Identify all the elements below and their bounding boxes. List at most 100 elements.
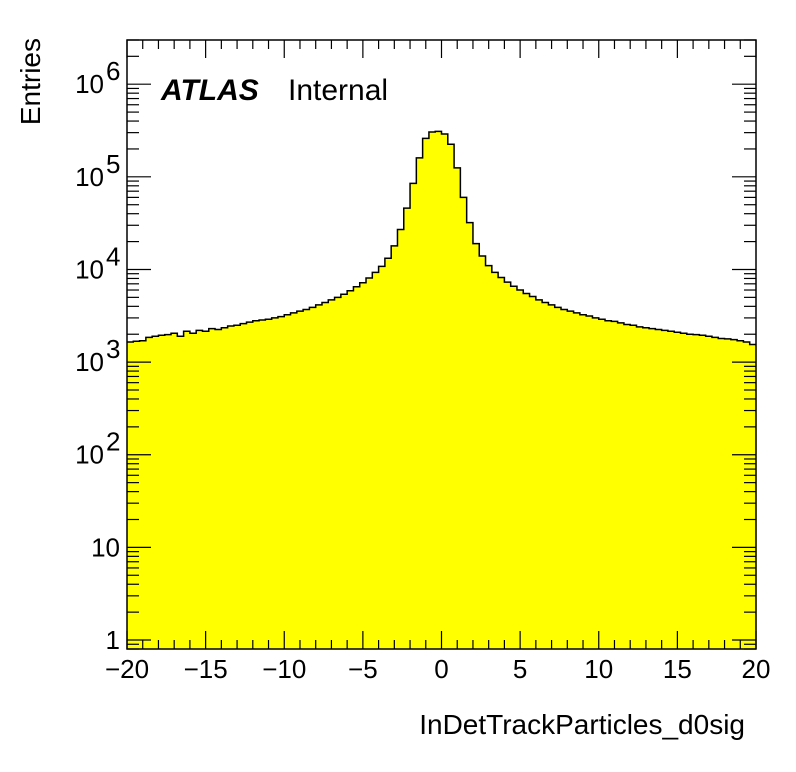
histogram-bin [410, 183, 417, 649]
histogram-bin [605, 320, 612, 649]
x-tick-label: 10 [584, 654, 613, 684]
x-tick-label: 20 [742, 654, 771, 684]
y-tick-label: 1 [106, 625, 120, 655]
x-tick-label: −15 [184, 654, 228, 684]
x-tick-label: −5 [348, 654, 378, 684]
histogram-bin [491, 272, 499, 649]
histogram-bin [303, 309, 311, 649]
y-tick-exponent: 6 [106, 56, 120, 86]
histogram-bin [145, 337, 153, 649]
histogram-bin [353, 286, 361, 649]
histogram-bin [743, 341, 751, 649]
y-tick-exponent: 5 [106, 149, 120, 179]
histogram-bin [460, 197, 468, 649]
histogram-bin [479, 255, 487, 649]
histogram-bin [510, 286, 518, 649]
y-tick-label: 10 [75, 440, 104, 470]
histogram-bin [611, 321, 619, 649]
histogram-bin [579, 314, 587, 649]
histogram-bin [334, 297, 342, 649]
histogram-bin [674, 332, 682, 649]
histogram-bin [265, 319, 273, 649]
histogram-bin [221, 327, 229, 649]
x-tick-label: 0 [434, 654, 448, 684]
histogram-bin [284, 314, 292, 649]
y-axis-ticks [127, 39, 756, 650]
histogram-bin [422, 138, 430, 649]
y-tick-label: 10 [91, 532, 120, 562]
histogram-bin [152, 336, 160, 649]
histogram-bin [359, 282, 367, 649]
histogram-bin [586, 315, 594, 649]
histogram-bin [699, 335, 707, 649]
histogram-bin [567, 311, 575, 649]
histogram-bin [259, 319, 266, 649]
y-tick-label: 10 [75, 254, 104, 284]
histogram-bin [158, 335, 166, 649]
histogram-bin [718, 338, 726, 649]
histogram-bin [516, 290, 524, 649]
histogram-bin [366, 277, 373, 649]
histogram-bin [649, 328, 656, 649]
histogram-bin [548, 304, 556, 649]
histogram-bin [215, 329, 222, 649]
x-axis-tick-labels: −20 −15 −10 −5 0 5 10 15 20 [105, 654, 771, 684]
histogram-bin [384, 258, 392, 649]
histogram-bin [403, 208, 411, 650]
histogram-outline [127, 130, 756, 346]
histogram-bin [391, 245, 399, 649]
histogram-bin [183, 331, 191, 649]
histogram-bin [636, 326, 644, 649]
y-tick-exponent: 3 [106, 334, 120, 364]
y-tick-label: 10 [75, 162, 104, 192]
histogram-bin [737, 340, 745, 649]
histogram-bin [642, 327, 650, 649]
histogram-bin [347, 290, 355, 649]
atlas-label: ATLAS [160, 74, 259, 107]
histogram-bin [164, 334, 172, 649]
histogram-bin [730, 339, 738, 649]
histogram-bin [372, 272, 380, 649]
y-axis-title: Entries [15, 38, 46, 125]
histogram-bin [246, 322, 254, 649]
y-tick-exponent: 4 [106, 241, 120, 271]
histogram-bin [315, 304, 323, 649]
histogram-bin [252, 320, 260, 649]
histogram-bin [561, 309, 568, 649]
histogram-bin [705, 336, 713, 649]
histogram-bin [202, 331, 210, 649]
histogram-bin [139, 340, 147, 649]
histogram-bin [680, 333, 688, 649]
histogram-bin [523, 293, 531, 649]
histogram-bin [309, 307, 317, 649]
x-axis-title: InDetTrackParticles_d0sig [419, 709, 745, 740]
histogram-bin [655, 329, 663, 649]
internal-label: Internal [288, 74, 388, 107]
histogram-bin [196, 330, 204, 649]
x-tick-label: −10 [262, 654, 306, 684]
histogram-bin [177, 336, 185, 649]
x-axis-ticks [126, 40, 757, 649]
histogram-bin [416, 157, 424, 649]
histogram-bin [573, 312, 581, 649]
histogram-bin [661, 330, 669, 649]
histogram-bin [428, 131, 436, 649]
histogram-bin [617, 322, 625, 649]
histogram-bin [592, 317, 600, 649]
x-tick-label: −20 [105, 654, 149, 684]
y-tick-label: 10 [75, 347, 104, 377]
histogram-bin [724, 338, 732, 649]
histogram-bin [240, 323, 248, 649]
histogram-bin [233, 325, 241, 649]
histogram-bin [328, 299, 336, 649]
histogram-bin [485, 265, 493, 649]
histogram-bin [472, 243, 480, 649]
histogram-bin [711, 337, 719, 649]
histogram-bin [296, 311, 304, 649]
histogram-bin [667, 331, 675, 649]
histogram-bin [227, 326, 235, 649]
histogram-bin [504, 282, 512, 649]
histogram-bin [441, 134, 449, 649]
